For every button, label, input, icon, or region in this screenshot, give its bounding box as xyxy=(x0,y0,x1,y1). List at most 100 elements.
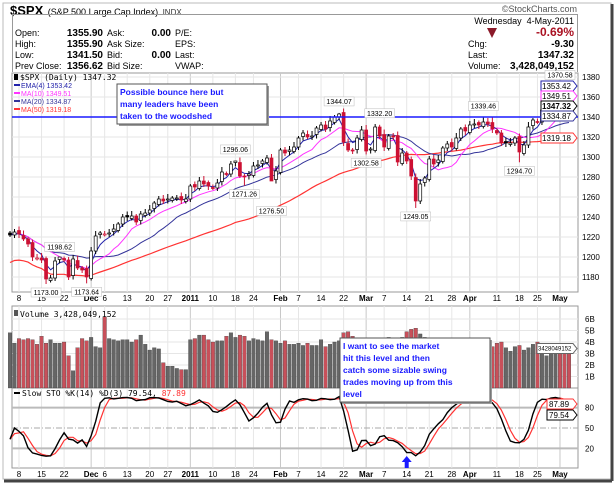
info-field: VWAP: xyxy=(175,61,204,72)
volume-bar xyxy=(206,339,211,389)
volume-bar xyxy=(161,362,166,389)
candle-body xyxy=(499,132,504,144)
candle-body xyxy=(431,158,436,165)
candle-body xyxy=(206,182,211,187)
volume-bar xyxy=(332,341,337,389)
volume-bar xyxy=(111,339,116,389)
price-label: 1302.58 xyxy=(353,160,378,167)
info-field-label: Prev Close: xyxy=(15,61,62,71)
candle-body xyxy=(138,213,143,221)
price-axis-label: 1200 xyxy=(582,253,600,262)
volume-bar xyxy=(152,347,157,389)
candle-body xyxy=(152,202,157,209)
price-label-box xyxy=(220,144,251,155)
volume-bar xyxy=(508,351,513,389)
candle-body xyxy=(409,159,414,177)
price-label: 1294.70 xyxy=(507,168,532,175)
info-field: P/E: xyxy=(175,28,204,39)
candle-body xyxy=(129,215,134,219)
price-label-box xyxy=(544,70,576,80)
stockcharts-logo: ©StockCharts.com xyxy=(501,4,577,14)
price-label-box xyxy=(468,101,499,111)
change-percent: -0.69% xyxy=(535,25,574,39)
x-axis-label: 27 xyxy=(163,470,172,479)
x-axis-label: 11 xyxy=(493,470,502,479)
candle-body xyxy=(481,121,486,127)
volume-bar xyxy=(278,342,283,389)
x-axis-label: Mar xyxy=(359,294,373,303)
volume-bar xyxy=(219,340,224,389)
volume-bar xyxy=(116,340,121,389)
price-label: 1344.07 xyxy=(326,99,351,106)
volume-bar xyxy=(107,338,112,389)
candle-body xyxy=(35,257,39,260)
info-field: Prev Close: 1356.62 xyxy=(15,61,103,72)
candle-body xyxy=(201,180,206,185)
annotation-box-bounce-text: taken to the woodshed xyxy=(120,111,212,121)
volume-bar xyxy=(517,345,522,389)
candle-body xyxy=(80,267,84,271)
volume-bar xyxy=(125,339,130,389)
volume-bar xyxy=(183,369,188,389)
info-box: Open: 1355.90 High: 1355.90 Low: 1341.50 Prev … xyxy=(12,14,578,72)
candle-body xyxy=(98,232,103,235)
axis-value-tag xyxy=(540,80,578,92)
volume-bar xyxy=(521,349,526,389)
x-axis-label: 2011 xyxy=(182,294,200,303)
x-axis-label: 2011 xyxy=(182,470,200,479)
axis-value-tag xyxy=(540,110,578,122)
candle-body xyxy=(215,182,220,189)
candle-body xyxy=(314,127,319,135)
candle-body xyxy=(21,235,26,240)
x-axis-label: 24 xyxy=(249,470,258,479)
x-axis-label: 28 xyxy=(447,294,456,303)
stochastic-legend-icon xyxy=(14,392,20,394)
x-axis-label: Mar xyxy=(359,470,373,479)
info-field-label: High: xyxy=(15,39,37,49)
candle-body xyxy=(75,260,80,269)
candle-body xyxy=(134,215,139,223)
x-axis-label: May xyxy=(552,470,568,479)
x-axis-label: 18 xyxy=(515,294,524,303)
candle-body xyxy=(143,212,148,216)
volume-bar xyxy=(328,344,333,389)
volume-bar xyxy=(274,340,278,389)
volume-axis-label: 5B xyxy=(585,327,595,336)
volume-bar xyxy=(57,342,62,389)
candle-body xyxy=(17,230,21,235)
volume-bar xyxy=(246,340,251,389)
volume-bar xyxy=(526,347,531,389)
x-axis-label: 27 xyxy=(163,294,172,303)
volume-bar xyxy=(66,355,71,389)
candle-body xyxy=(346,143,350,151)
candle-body xyxy=(476,122,481,126)
volume-bar xyxy=(174,368,179,389)
info-field-value: 1355.90 xyxy=(66,28,103,39)
candle-body xyxy=(211,187,215,189)
price-label-box xyxy=(400,211,431,222)
x-axis-label: 6 xyxy=(102,470,107,479)
candle-body xyxy=(283,149,287,154)
candle-body xyxy=(188,185,193,200)
stochastic-axis-label: 50 xyxy=(585,424,594,433)
volume-bar xyxy=(48,339,53,389)
annotation-box-bounce xyxy=(116,83,268,125)
stochastic-axis-tag-text: 87.89 xyxy=(549,400,570,409)
candle-body xyxy=(238,162,242,177)
stochastic-legend-title: Slow STO %K(14) %D(3) 79.54, 87.89 xyxy=(22,389,186,398)
info-field-label: Ask Size: xyxy=(107,39,145,49)
candle-body xyxy=(427,158,432,180)
price-label: 1332.20 xyxy=(367,111,392,118)
volume-bar xyxy=(228,332,233,389)
x-axis-label: 14 xyxy=(402,294,411,303)
info-field-label: Open: xyxy=(15,28,40,38)
volume-bar xyxy=(165,365,170,389)
info-field: Low: 1341.50 xyxy=(15,50,103,61)
volume-bar xyxy=(8,332,12,389)
volume-bar xyxy=(260,340,265,389)
candle-body xyxy=(292,146,296,152)
volume-bar xyxy=(192,338,197,389)
price-label: 1173.00 xyxy=(34,290,59,297)
volume-bar xyxy=(84,340,89,389)
volume-bar xyxy=(251,338,256,389)
